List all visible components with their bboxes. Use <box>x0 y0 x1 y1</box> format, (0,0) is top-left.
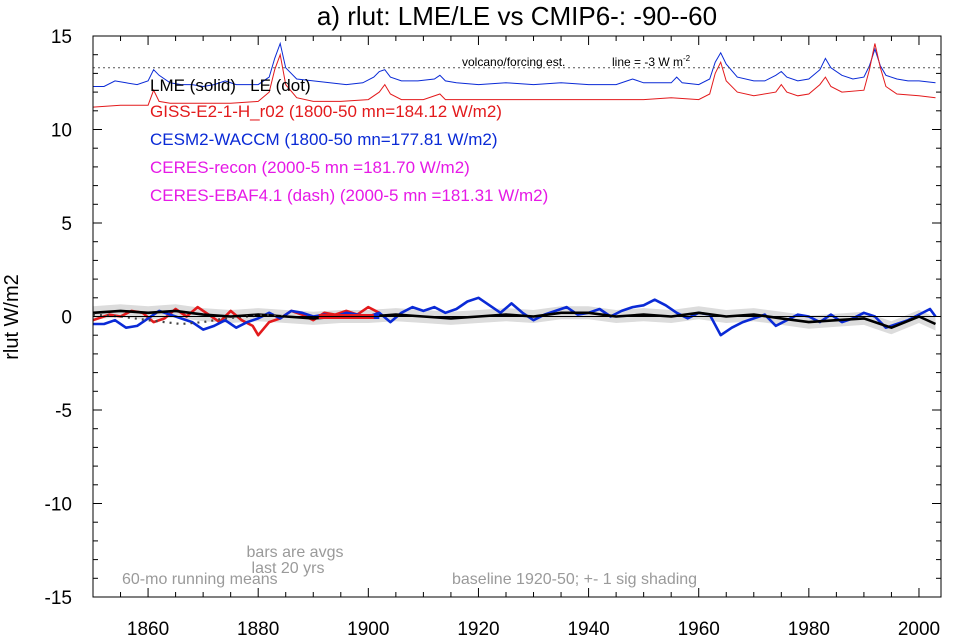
y-tick-label: -15 <box>45 588 72 609</box>
volcano-annotation: volcano/forcing est. <box>462 55 565 69</box>
y-tick-label: 0 <box>61 308 72 329</box>
y-tick-label: 10 <box>51 121 72 142</box>
bars-annotation-line1: bars are avgs <box>247 544 344 561</box>
forcing-line-0 <box>93 41 936 88</box>
x-axis-ticks: 1860 1880 1900 1920 1940 1960 1980 2000 <box>92 36 940 640</box>
x-tick-label: 2000 <box>898 619 940 640</box>
x-tick-label: 1960 <box>678 619 720 640</box>
y-tick-label: 15 <box>51 27 72 48</box>
line-note-text: line = -3 W m <box>612 55 683 69</box>
baseline-annotation: baseline 1920-50; +- 1 sig shading <box>452 571 697 588</box>
y-axis-ticks: -15 -10 -5 0 5 10 15 <box>45 27 941 609</box>
legend-entry-ceres-recon: CERES-recon (2000-5 mn =181.70 W/m2) <box>150 158 470 177</box>
y-tick-label: 5 <box>61 214 72 235</box>
legend-entry-cesm2: CESM2-WACCM (1800-50 mn=177.81 W/m2) <box>150 130 498 149</box>
sigma-shading <box>93 304 936 335</box>
line-note-annotation: line = -3 W m-2 <box>612 54 691 69</box>
x-tick-label: 1880 <box>237 619 279 640</box>
legend: LME (solid) LE (dot) GISS-E2-1-H_r02 (18… <box>150 76 548 205</box>
forcing-lines <box>92 41 936 108</box>
x-tick-label: 1860 <box>127 619 169 640</box>
y-axis-label: rlut W/m2 <box>1 274 23 360</box>
line-note-superscript: -2 <box>683 54 691 63</box>
y-tick-label: -5 <box>55 401 72 422</box>
forcing-line-1 <box>92 43 936 108</box>
x-tick-label: 1900 <box>347 619 389 640</box>
x-tick-label: 1940 <box>567 619 609 640</box>
series-line-1 <box>93 296 937 337</box>
x-tick-label: 1980 <box>788 619 830 640</box>
legend-entry-giss: GISS-E2-1-H_r02 (1800-50 mn=184.12 W/m2) <box>150 102 502 121</box>
running-means-annotation: 60-mo running means <box>122 571 278 588</box>
legend-entry-ceres-ebaf: CERES-EBAF4.1 (dash) (2000-5 mn =181.31 … <box>150 186 548 205</box>
y-tick-label: -10 <box>45 495 72 516</box>
series-line-3 <box>92 313 286 326</box>
x-tick-label: 1920 <box>457 619 499 640</box>
legend-header: LME (solid) LE (dot) <box>150 76 311 95</box>
sigma-band <box>93 304 936 335</box>
bars-annotation-line2: last 20 yrs <box>252 560 325 577</box>
chart-title: a) rlut: LME/LE vs CMIP6-: -90--60 <box>317 1 717 31</box>
